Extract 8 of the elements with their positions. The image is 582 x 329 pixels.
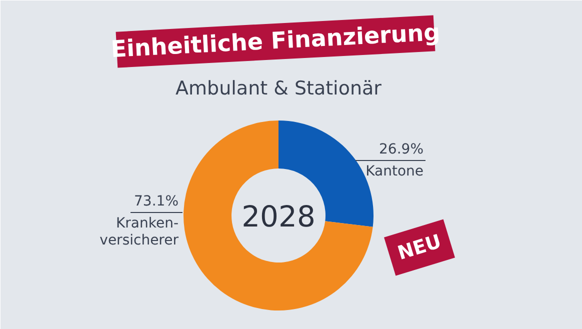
text: NEU xyxy=(395,230,444,264)
chart-title: Einheitliche Finanzierung xyxy=(110,20,441,64)
data-label: 73.1% xyxy=(134,194,179,210)
text: 2028 xyxy=(242,200,316,234)
chart-subtitle: Ambulant & Stationär xyxy=(176,78,382,100)
data-label: 26.9% xyxy=(379,142,424,158)
slice-label: Kantone xyxy=(366,164,424,180)
slice-label: Kranken- versicherer xyxy=(100,216,179,248)
